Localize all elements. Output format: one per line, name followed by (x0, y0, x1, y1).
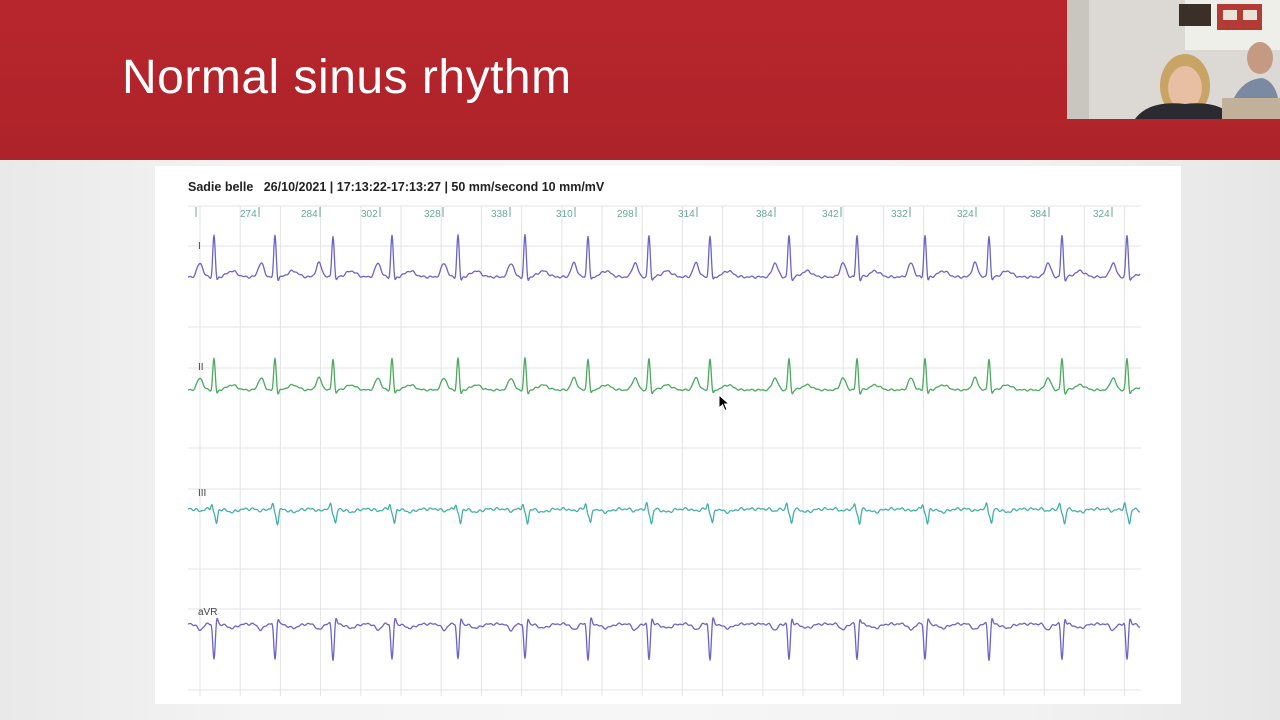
rr-interval-label: 274 (240, 209, 257, 220)
ecg-trace-lead-iii (188, 501, 1141, 526)
rr-interval-label: 328 (424, 209, 441, 220)
rr-interval-label: 338 (491, 209, 508, 220)
ecg-trace-lead-avr (188, 617, 1141, 662)
rr-interval-label: 302 (361, 209, 378, 220)
lead-label-avr: aVR (198, 607, 217, 618)
lead-labels: I II III aVR (198, 241, 217, 618)
lead-label-ii: II (198, 362, 204, 373)
ecg-report-panel (155, 166, 1181, 704)
ecg-trace-lead-i (188, 233, 1141, 282)
rr-interval-label: 384 (756, 209, 773, 220)
presenter-video-icon (1067, 0, 1280, 119)
rr-interval-label: 310 (556, 209, 573, 220)
rr-interval-ticks (195, 207, 1113, 217)
rr-interval-label: 342 (822, 209, 839, 220)
ecg-patient-name: Sadie belle (188, 180, 254, 194)
mouse-cursor-icon (718, 394, 731, 412)
rr-interval-label: 314 (678, 209, 695, 220)
presenter-webcam (1067, 0, 1280, 119)
slide-title: Normal sinus rhythm (122, 51, 572, 104)
rr-interval-label: 298 (617, 209, 634, 220)
rr-interval-label: 332 (891, 209, 908, 220)
rr-interval-label: 324 (1093, 209, 1110, 220)
slide-title-bar: Normal sinus rhythm (0, 0, 1280, 160)
rr-interval-label: 324 (957, 209, 974, 220)
ecg-trace-lead-ii (188, 357, 1141, 395)
ecg-recording-info: 26/10/2021 | 17:13:22-17:13:27 | 50 mm/s… (263, 180, 605, 194)
rr-interval-labels: 274 284 302 328 338 310 298 314 384 342 … (240, 209, 1110, 220)
lead-label-iii: III (198, 488, 206, 499)
rr-interval-label: 384 (1030, 209, 1047, 220)
lead-label-i: I (198, 241, 201, 252)
ecg-grid (188, 205, 1141, 696)
rr-interval-label: 284 (301, 209, 318, 220)
ecg-report-header: Sadie belle 26/10/2021 | 17:13:22-17:13:… (188, 180, 604, 194)
ecg-strip: 274 284 302 328 338 310 298 314 384 342 … (188, 205, 1141, 696)
